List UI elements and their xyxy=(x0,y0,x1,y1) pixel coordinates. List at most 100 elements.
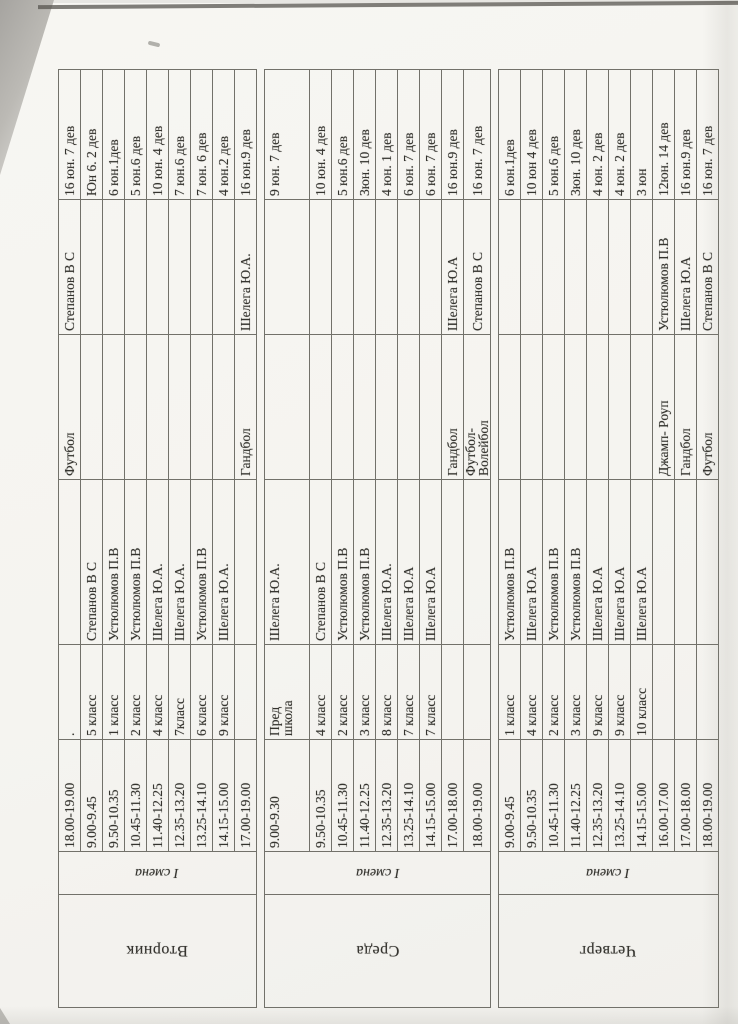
class-teacher-cell: Устюлюмов П.В xyxy=(102,479,125,645)
sport-cell xyxy=(80,334,103,480)
sport-cell: Гандбол xyxy=(674,334,697,480)
sport-teacher-cell-text: Устюлюмов П.В xyxy=(656,237,671,331)
class-teacher-cell-text: Шелега Ю.А xyxy=(634,566,649,641)
day-name-cell-label: Вторник xyxy=(125,942,188,960)
sport-cell-text: Джамп- Роуп xyxy=(656,400,671,476)
sport-teacher-cell: Шелега Ю.А xyxy=(674,199,697,335)
sport-teacher-cell-text: Шелега Ю.А xyxy=(678,256,693,331)
class-cell-text: 9 класс xyxy=(612,694,627,736)
class-teacher-cell-text: Шелега Ю.А xyxy=(401,566,416,641)
group-cell-text: 16 юн. 7 дев xyxy=(469,125,485,196)
group-cell-text: 4 юн. 2 дев xyxy=(590,132,605,196)
time-cell: 10.45-11.30 xyxy=(124,739,147,852)
sport-teacher-cell xyxy=(608,199,631,335)
scan-corner-mark xyxy=(0,1008,10,1024)
class-teacher-cell xyxy=(463,479,491,645)
class-teacher-cell: Устюлюмов П.В xyxy=(190,479,213,645)
group-cell-text: 7 юн. 6 дев xyxy=(194,132,209,196)
class-cell: 1 класс xyxy=(102,644,125,740)
class-cell-text: 4 класс xyxy=(313,694,328,736)
day-name-cell: Среда xyxy=(264,894,491,1008)
schedule-table: Вторник I смена 18.00-19.00. Футбол Степанов… xyxy=(58,0,719,1008)
sport-cell xyxy=(498,334,521,480)
sport-cell: Джамп- Роуп xyxy=(652,334,675,480)
sport-cell: Футбол- Волейбол xyxy=(463,334,491,480)
time-cell: 9.00-9.45 xyxy=(80,739,103,852)
group-cell-text: 6 юн. 7 дев xyxy=(401,132,416,196)
time-cell: 9.50-10.35 xyxy=(520,739,543,852)
class-cell: 9 класс xyxy=(608,644,631,740)
time-cell: 12.35-13.20 xyxy=(168,739,191,852)
scan-bottom-shadow xyxy=(0,1006,738,1024)
class-teacher-cell-text: Степанов В С xyxy=(313,561,328,641)
time-cell-text: 12.35-13.20 xyxy=(172,782,187,848)
class-teacher-cell-text: Шелега Ю.А. xyxy=(379,563,394,641)
sport-teacher-cell: Устюлюмов П.В xyxy=(652,199,675,335)
class-cell-text: 7класс xyxy=(172,697,187,736)
class-teacher-cell-text: Шелега Ю.А. xyxy=(150,563,165,641)
class-teacher-cell-text: Устюлюмов П.В xyxy=(335,547,350,641)
class-cell: 4 класс xyxy=(309,644,332,740)
group-cell-text: 5 юн.6 дев xyxy=(546,135,561,196)
sport-teacher-cell xyxy=(264,199,310,335)
sport-cell-text: Гандбол xyxy=(678,428,693,476)
class-teacher-cell: Шелега Ю.А xyxy=(608,479,631,645)
class-teacher-cell: Шелега Ю.А xyxy=(630,479,653,645)
group-cell: 16 юн.9 дев xyxy=(441,69,464,200)
sport-teacher-cell: Степанов В С xyxy=(463,199,491,335)
time-cell: 11.40-12.25 xyxy=(564,739,587,852)
sport-cell xyxy=(309,334,332,480)
class-cell: 7 класс xyxy=(397,644,420,740)
time-cell-text: 9.50-10.35 xyxy=(524,789,539,849)
class-teacher-cell-text: Шелега Ю.А xyxy=(423,566,438,641)
shift-cell: I смена xyxy=(264,851,491,895)
shift-cell-label: I смена xyxy=(134,865,179,881)
sport-teacher-cell xyxy=(419,199,442,335)
class-teacher-cell-text: Шелега Ю.А xyxy=(612,566,627,641)
sport-cell xyxy=(212,334,235,480)
group-cell: 10 юн 4 дев xyxy=(520,69,543,200)
day-name-cell: Четверг xyxy=(498,894,719,1008)
class-teacher-cell: Шелега Ю.А xyxy=(520,479,543,645)
group-cell-text: 3юн. 10 дев xyxy=(357,129,372,196)
class-cell-text: 6 класс xyxy=(194,694,209,736)
sport-teacher-cell xyxy=(542,199,565,335)
time-cell-text: 9.50-10.35 xyxy=(106,789,121,849)
sport-cell xyxy=(630,334,653,480)
group-cell-text: 9 юн. 7 дев xyxy=(267,132,282,196)
group-cell: 12юн. 14 дев xyxy=(652,69,675,200)
day-table-1: Среда I смена 9.00-9.30 Пред школа Шелега Ю.… xyxy=(264,69,491,1008)
group-cell-text: 4 юн.2 дев xyxy=(216,135,231,196)
group-cell: 3 юн xyxy=(630,69,653,200)
sport-teacher-cell xyxy=(375,199,398,335)
class-teacher-cell: Шелега Ю.А xyxy=(586,479,609,645)
class-cell xyxy=(441,644,464,740)
sport-teacher-cell xyxy=(630,199,653,335)
time-cell-text: 13.25-14.10 xyxy=(194,782,209,848)
time-cell: 13.25-14.10 xyxy=(190,739,213,852)
time-cell: 9.50-10.35 xyxy=(102,739,125,852)
time-cell-text: 12.35-13.20 xyxy=(379,782,394,848)
class-cell-text: 1 класс xyxy=(502,694,517,736)
class-teacher-cell-text: Шелега Ю.А. xyxy=(216,563,231,641)
sport-teacher-cell xyxy=(520,199,543,335)
class-teacher-cell: Шелега Ю.А. xyxy=(168,479,191,645)
time-cell-text: 14.15-15.00 xyxy=(423,782,438,848)
time-cell: 14.15-15.00 xyxy=(212,739,235,852)
group-cell-text: 3юн. 10 дев xyxy=(568,129,583,196)
class-cell-text: 3 класс xyxy=(568,694,583,736)
group-cell: 6 юн. 7 дев xyxy=(397,69,420,200)
sport-cell-text: Футбол xyxy=(62,432,77,477)
class-teacher-cell: Устюлюмов П.В xyxy=(124,479,147,645)
time-cell-text: 10.45-11.30 xyxy=(335,783,350,848)
sport-teacher-cell xyxy=(212,199,235,335)
group-cell-text: 4 юн. 1 дев xyxy=(379,132,394,196)
class-cell-text: Пред школа xyxy=(267,700,295,736)
sport-cell xyxy=(124,334,147,480)
group-cell: 3юн. 10 дев xyxy=(564,69,587,200)
sport-cell xyxy=(190,334,213,480)
time-cell: 12.35-13.20 xyxy=(586,739,609,852)
class-teacher-cell: Устюлюмов П.В xyxy=(353,479,376,645)
